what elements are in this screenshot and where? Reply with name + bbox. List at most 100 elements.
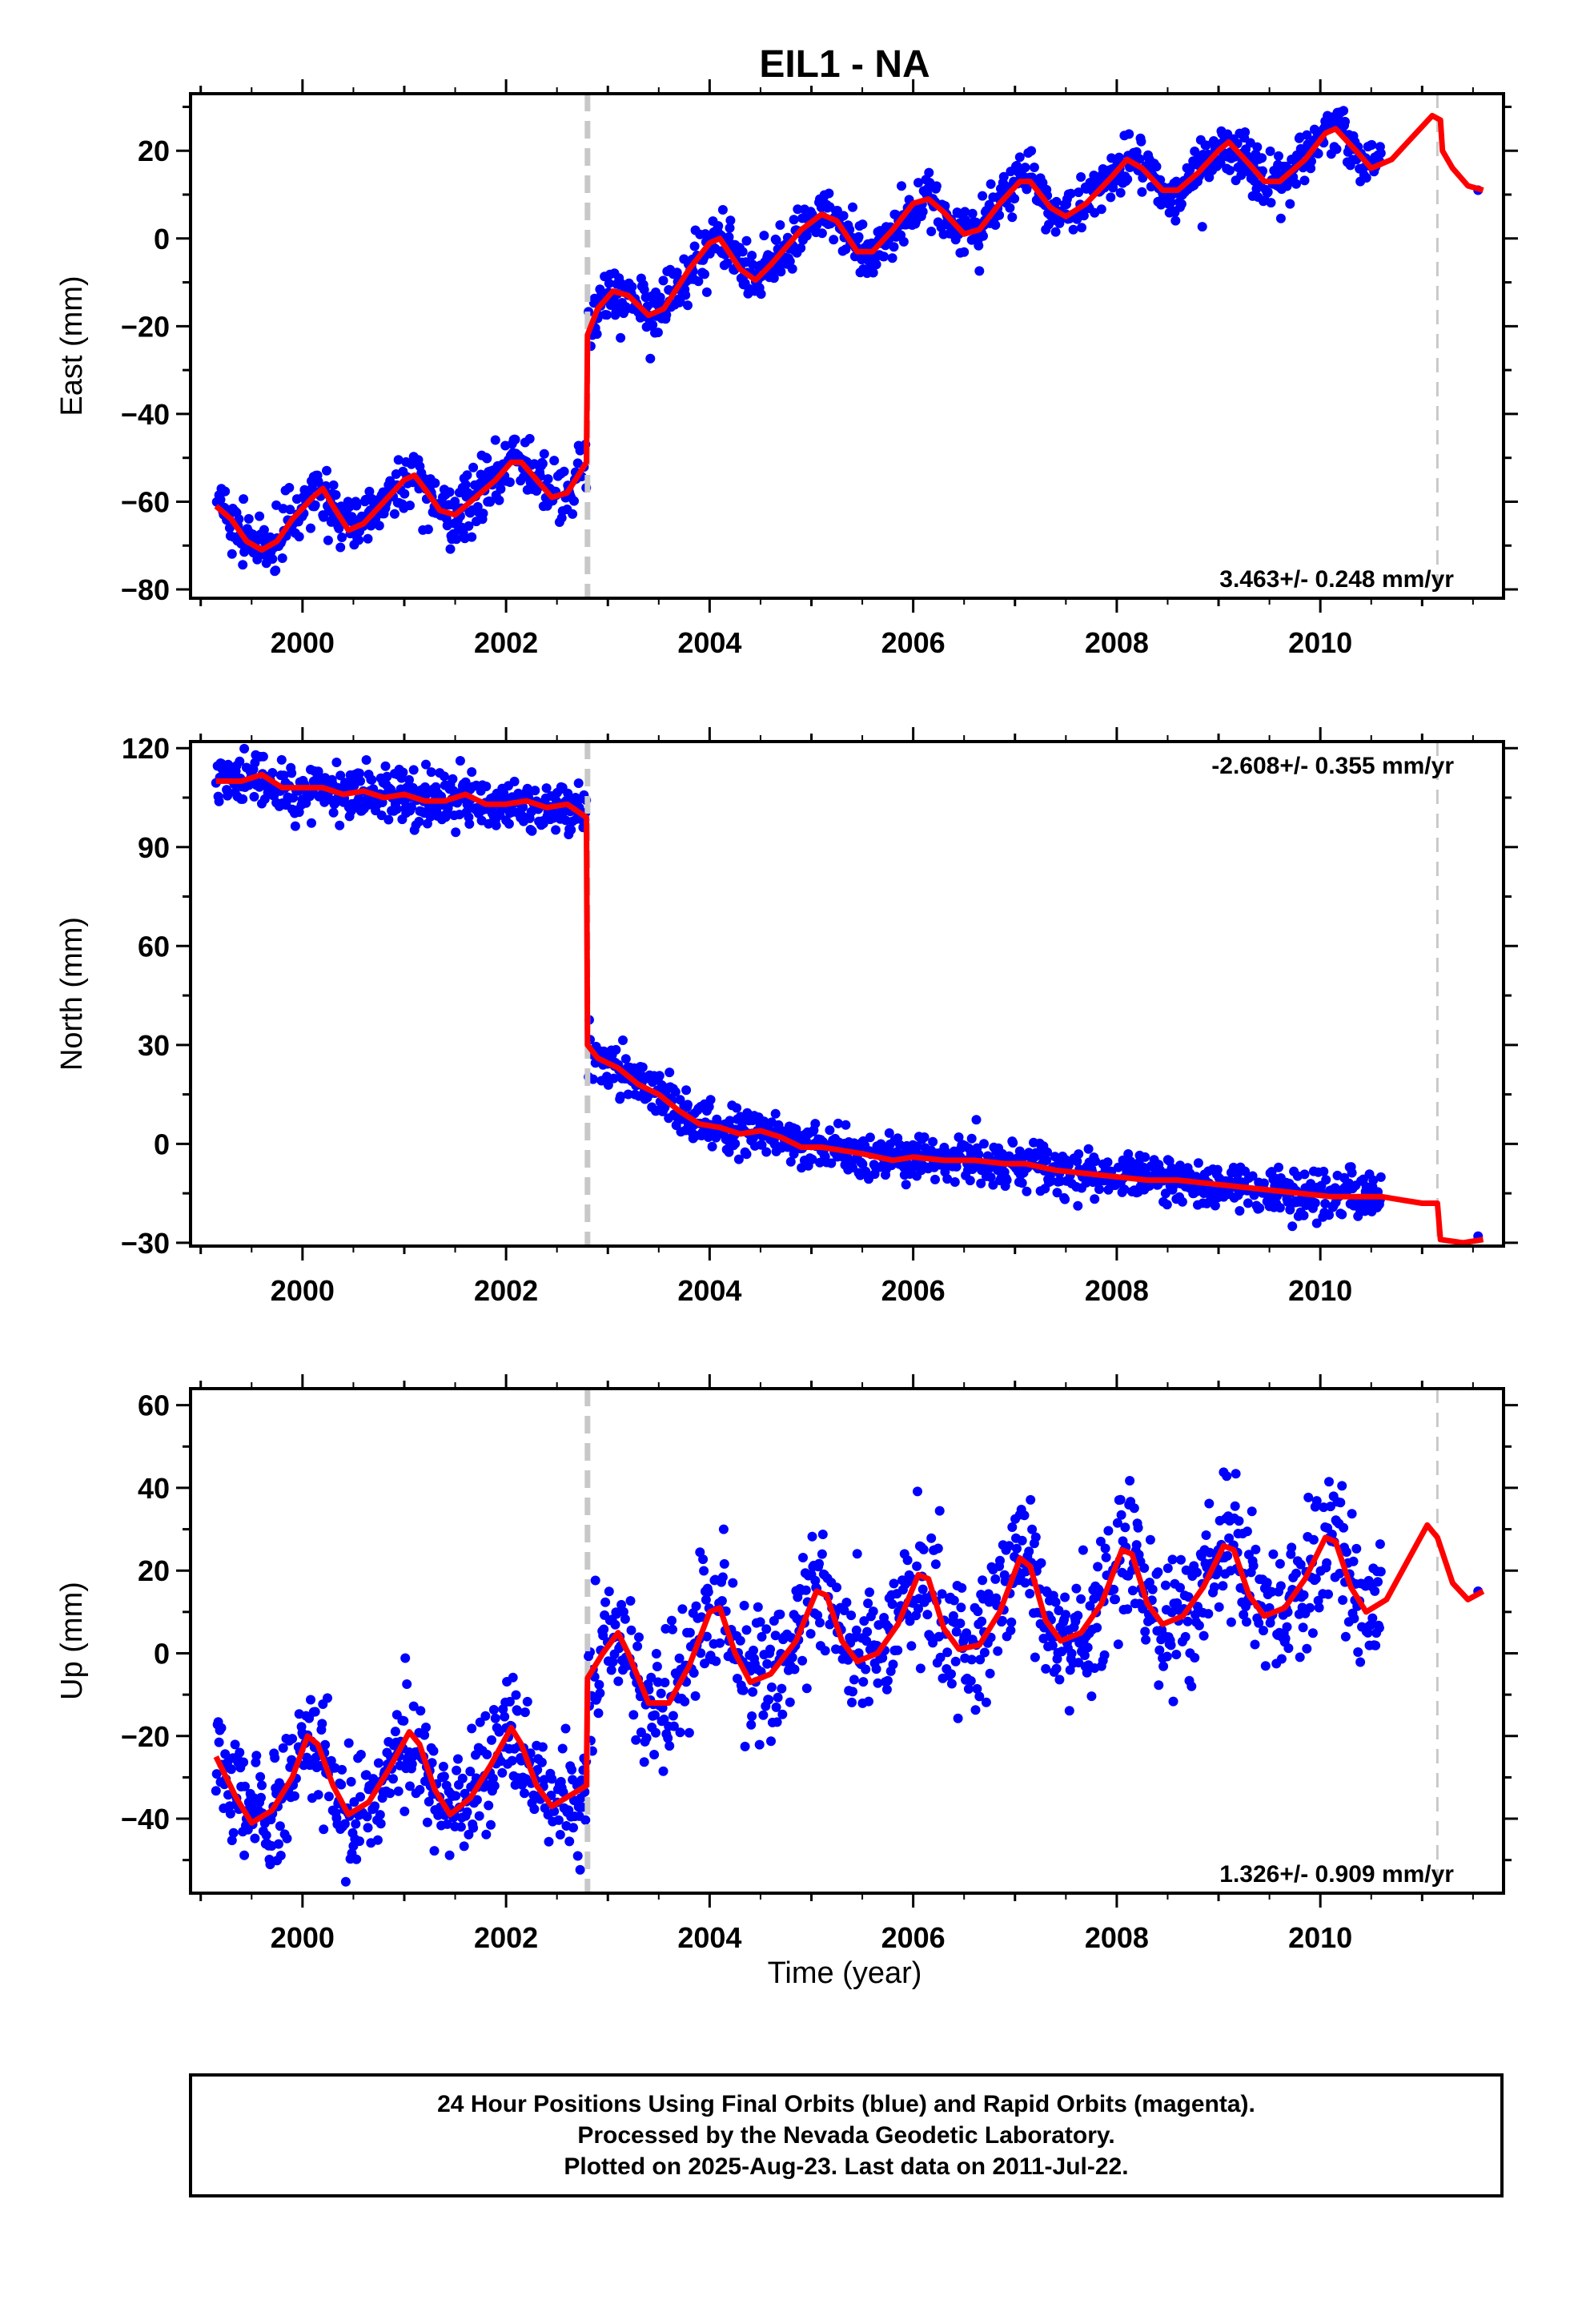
east-data-point	[737, 247, 748, 257]
up-data-point	[1295, 1652, 1305, 1663]
up-x-tick-label: 2008	[1085, 1921, 1149, 1954]
up-data-point	[962, 1628, 972, 1638]
up-data-point	[1027, 1524, 1038, 1534]
up-y-tick-label: 40	[138, 1472, 170, 1505]
up-data-point	[1100, 1543, 1110, 1554]
east-data-point	[978, 191, 988, 201]
east-data-point	[559, 466, 569, 476]
up-data-point	[610, 1619, 620, 1630]
north-data-point	[223, 790, 233, 801]
up-data-point	[955, 1618, 966, 1629]
east-data-point	[917, 207, 928, 217]
up-data-point	[340, 1876, 351, 1887]
up-data-point	[343, 1738, 354, 1748]
up-data-point	[805, 1629, 816, 1639]
east-y-tick-label: 20	[138, 135, 170, 167]
up-data-point	[1348, 1556, 1359, 1566]
up-data-point	[881, 1684, 892, 1695]
up-data-point	[832, 1582, 841, 1593]
up-data-point	[555, 1830, 565, 1839]
north-data-point	[331, 758, 342, 767]
east-data-point	[725, 215, 736, 226]
up-data-point	[766, 1736, 776, 1747]
east-plot-frame	[189, 92, 1505, 600]
east-data-point	[1331, 144, 1342, 155]
north-data-point	[398, 767, 408, 778]
up-data-point	[1050, 1597, 1061, 1607]
up-data-point	[1324, 1477, 1334, 1487]
east-data-point	[700, 269, 709, 279]
east-data-point	[1076, 172, 1086, 182]
up-data-point	[963, 1684, 974, 1694]
north-data-point	[1324, 1210, 1334, 1220]
east-data-point	[1170, 215, 1181, 226]
up-data-point	[228, 1827, 239, 1838]
up-data-point	[251, 1751, 262, 1761]
north-plot-frame	[189, 740, 1505, 1248]
east-data-point	[978, 231, 988, 241]
up-data-point	[684, 1727, 694, 1738]
north-data-point	[608, 1073, 619, 1084]
north-rate-label: -2.608+/- 0.355 mm/yr	[1211, 753, 1454, 779]
up-data-point	[319, 1824, 329, 1835]
north-data-point	[988, 1180, 998, 1190]
up-data-point	[1305, 1602, 1315, 1613]
up-data-point	[227, 1835, 237, 1846]
up-data-point	[456, 1822, 466, 1832]
up-data-point	[820, 1646, 830, 1656]
up-data-point	[1120, 1522, 1130, 1533]
up-data-point	[1204, 1498, 1215, 1509]
up-data-point	[1367, 1613, 1378, 1623]
north-data-point	[1232, 1169, 1243, 1180]
up-data-point	[928, 1638, 938, 1648]
up-data-point	[926, 1533, 937, 1543]
north-data-point	[383, 814, 394, 825]
east-data-point	[430, 478, 440, 489]
up-data-point	[953, 1713, 963, 1723]
up-data-point	[457, 1773, 468, 1783]
up-data-point	[451, 1791, 461, 1801]
east-data-point	[785, 256, 795, 267]
north-data-point	[930, 1174, 940, 1184]
east-data-point	[924, 167, 934, 178]
up-data-point	[507, 1755, 517, 1766]
north-data-point	[637, 1062, 648, 1072]
north-data-points	[211, 743, 1484, 1241]
up-data-point	[553, 1815, 564, 1825]
up-data-point	[974, 1691, 985, 1702]
up-data-point	[613, 1676, 624, 1687]
up-data-point	[407, 1759, 417, 1769]
east-data-point	[1257, 153, 1267, 163]
up-data-point	[482, 1749, 492, 1759]
up-data-point	[1036, 1558, 1046, 1568]
north-data-point	[1119, 1184, 1130, 1195]
north-data-point	[406, 802, 416, 812]
east-data-point	[701, 287, 712, 297]
up-data-point	[761, 1624, 772, 1634]
up-data-point	[749, 1645, 758, 1655]
east-y-tick-label: −20	[121, 310, 170, 343]
east-data-point	[1291, 179, 1301, 189]
up-data-point	[1054, 1606, 1064, 1615]
up-data-point	[814, 1558, 824, 1569]
up-data-point	[933, 1543, 943, 1554]
east-x-tick-label: 2010	[1288, 626, 1352, 659]
up-data-point	[529, 1804, 540, 1815]
up-data-point	[758, 1710, 769, 1720]
up-data-point	[740, 1741, 750, 1751]
up-data-point	[815, 1618, 825, 1628]
up-data-point	[620, 1614, 630, 1624]
up-data-point	[1172, 1598, 1182, 1608]
up-data-point	[1268, 1549, 1279, 1559]
north-data-point	[1299, 1210, 1309, 1220]
up-data-point	[1190, 1653, 1200, 1663]
up-data-point	[1024, 1546, 1034, 1557]
east-data-point	[776, 267, 786, 277]
up-data-point	[362, 1811, 372, 1822]
north-data-point	[1320, 1199, 1331, 1208]
up-data-point	[915, 1663, 926, 1674]
up-x-tick-label: 2010	[1288, 1921, 1352, 1954]
up-data-point	[1373, 1577, 1383, 1587]
up-data-point	[1141, 1634, 1151, 1645]
up-data-point	[717, 1572, 728, 1582]
